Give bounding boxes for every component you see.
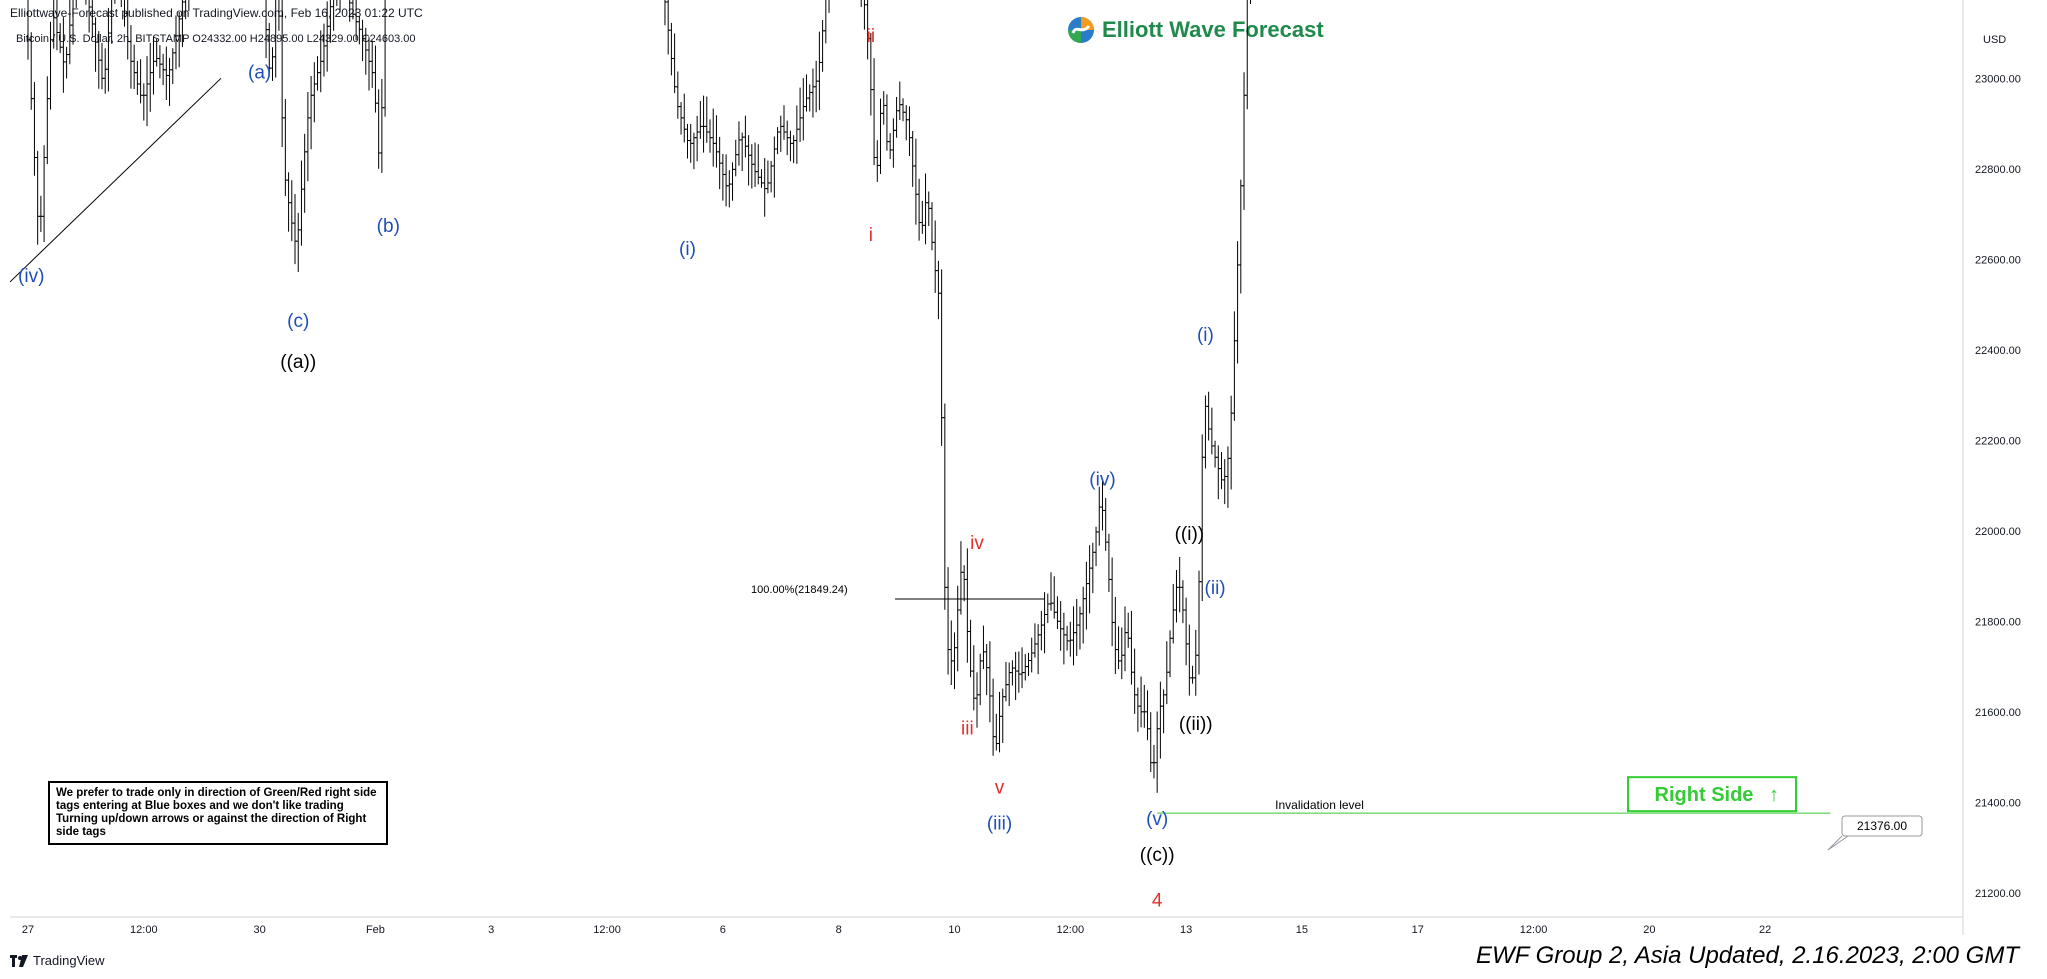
invalidation-price-label: 21376.00 — [1857, 819, 1907, 833]
x-tick-label: 12:00 — [130, 924, 158, 936]
up-arrow-icon: ↑ — [1769, 784, 1779, 806]
x-tick-label: 20 — [1643, 924, 1655, 936]
x-tick-label: 15 — [1296, 924, 1308, 936]
invalidation-price-tag — [1841, 815, 1923, 837]
y-tick-label: 21600.00 — [1975, 707, 2021, 719]
levels: 100.00%(21849.24) Invalidation level — [751, 584, 1831, 814]
y-tick-label: 22000.00 — [1975, 526, 2021, 538]
x-tick-label: 8 — [836, 924, 842, 936]
wave-label: v — [995, 777, 1005, 798]
wave-label: iv — [970, 533, 984, 554]
y-tick-label: 23000.00 — [1975, 73, 2021, 85]
wave-label: (c) — [287, 311, 309, 332]
x-tick-label: 12:00 — [1057, 924, 1085, 936]
wave-label: ((ii)) — [1179, 714, 1213, 735]
callout-pointer — [1827, 835, 1849, 851]
x-tick-label: 30 — [253, 924, 265, 936]
wave-label: (iii) — [987, 813, 1012, 834]
wave-label: (iv) — [18, 266, 44, 287]
price-bars — [27, 0, 1251, 793]
invalidation-label: Invalidation level — [1275, 798, 1364, 812]
y-tick-label: 22800.00 — [1975, 164, 2021, 176]
y-axis-ticks: 21200.00 21400.00 21600.00 21800.00 22000.00… — [1975, 73, 2021, 900]
publisher-line: Elliottwave-Forecast published on Tradin… — [10, 6, 423, 20]
wave-label: ((i)) — [1175, 524, 1205, 545]
wave-label: 4 — [1152, 890, 1163, 911]
currency-label: USD — [1983, 34, 2007, 46]
trading-note: We prefer to trade only in direction of … — [48, 781, 388, 845]
wave-label: ((c)) — [1140, 845, 1175, 866]
right-side-tag — [1627, 776, 1797, 813]
ewf-logo-icon — [1068, 17, 1094, 43]
wave-label: (v) — [1146, 809, 1168, 830]
y-tick-label: 21400.00 — [1975, 797, 2021, 809]
x-tick-label: 22 — [1759, 924, 1771, 936]
tradingview-label: TradingView — [33, 953, 105, 968]
y-tick-label: 22400.00 — [1975, 345, 2021, 357]
wave-labels: (iv)3((v))(v)(b)(a)(c)((a))(a)(b)((b))(c… — [18, 26, 1226, 911]
trendlines — [9, 77, 222, 283]
wave-label: (i) — [679, 239, 696, 260]
y-tick-label: 22200.00 — [1975, 435, 2021, 447]
fib-level-label: 100.00%(21849.24) — [751, 584, 848, 596]
tradingview-logo[interactable]: TradingView — [10, 953, 105, 968]
update-stamp: EWF Group 2, Asia Updated, 2.16.2023, 2:… — [1476, 942, 2019, 969]
symbol-name[interactable]: Bitcoin / U.S. Dollar, 2h, BITSTAMP — [16, 33, 190, 45]
x-tick-label: 13 — [1180, 924, 1192, 936]
price-tags: 24603.00Right Side↑21376.00 — [1627, 776, 1923, 851]
x-tick-label: 12:00 — [593, 924, 621, 936]
wave-label: i — [869, 225, 873, 246]
x-tick-label: 17 — [1412, 924, 1424, 936]
x-tick-label: Feb — [366, 924, 385, 936]
wave-label: ii — [867, 26, 875, 47]
y-tick-label: 22600.00 — [1975, 254, 2021, 266]
tradingview-icon — [10, 954, 28, 967]
x-tick-label: 6 — [720, 924, 726, 936]
x-tick-label: 27 — [22, 924, 34, 936]
wave-label: iii — [961, 718, 974, 739]
wave-label: (ii) — [1205, 578, 1226, 599]
wave-label: (b) — [377, 216, 400, 237]
trendline — [9, 77, 222, 283]
brand-logo: Elliott Wave Forecast — [1066, 12, 1324, 48]
wave-label: (a) — [248, 62, 271, 83]
x-tick-label: 10 — [948, 924, 960, 936]
y-tick-label: 21200.00 — [1975, 888, 2021, 900]
y-tick-label: 21800.00 — [1975, 616, 2021, 628]
x-tick-label: 12:00 — [1520, 924, 1548, 936]
x-axis-ticks: 27 12:00 30 Feb 3 12:00 6 8 10 12:00 13 15 17 12:00 20… — [22, 924, 1771, 936]
brand-name: Elliott Wave Forecast — [1102, 17, 1324, 42]
x-tick-label: 3 — [488, 924, 494, 936]
right-side-label: Right Side — [1655, 784, 1754, 806]
wave-label: (i) — [1197, 325, 1214, 346]
wave-label: ((a)) — [280, 352, 316, 373]
wave-label: (iv) — [1089, 470, 1115, 491]
